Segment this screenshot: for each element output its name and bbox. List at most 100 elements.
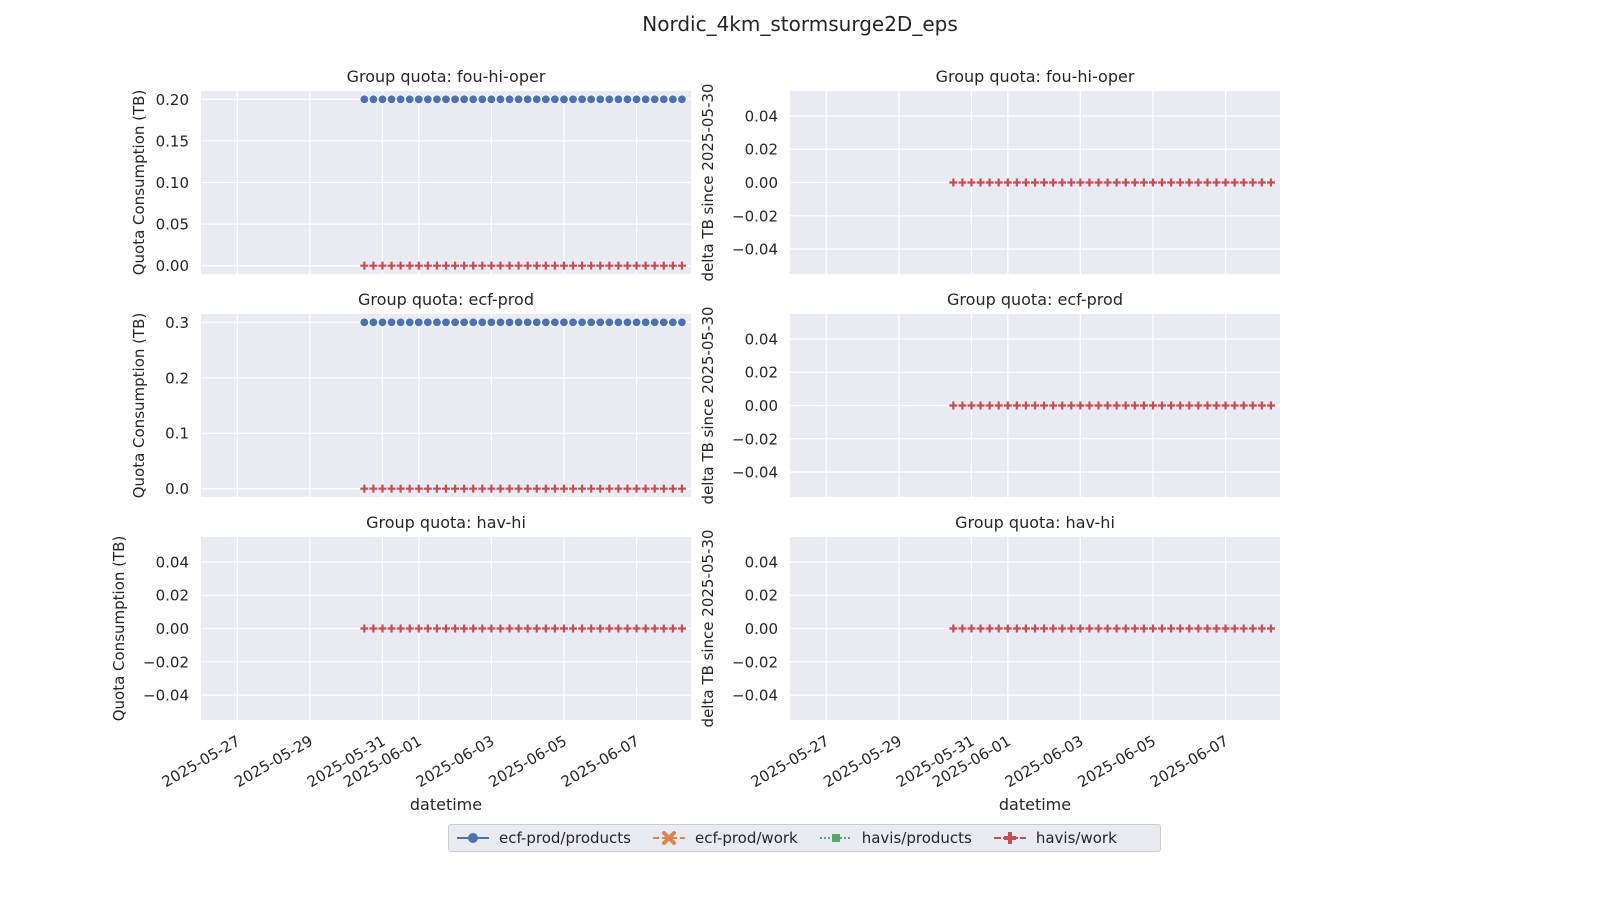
data-point: [441, 94, 451, 105]
data-point: [641, 261, 650, 270]
data-point: [414, 624, 423, 633]
data-point: [1049, 624, 1058, 633]
data-point: [614, 484, 623, 493]
data-point: [677, 261, 686, 270]
subplot-title: Group quota: fou-hi-oper: [936, 67, 1135, 86]
y-axis-label: delta TB since 2025-05-30: [699, 530, 717, 728]
y-tick-label: 0.00: [156, 620, 189, 638]
y-tick-label: 0.05: [156, 216, 189, 234]
data-point: [1049, 401, 1058, 410]
data-point: [505, 261, 514, 270]
data-point: [359, 94, 370, 105]
data-point: [604, 94, 615, 105]
data-point: [477, 94, 487, 105]
data-point: [432, 317, 442, 328]
data-point: [1112, 178, 1121, 187]
data-point: [1194, 624, 1203, 633]
data-point: [532, 317, 542, 328]
data-point: [587, 484, 596, 493]
y-tick-label: 0.04: [745, 107, 778, 125]
data-point: [1248, 178, 1257, 187]
data-point: [1139, 178, 1148, 187]
data-point: [1158, 624, 1167, 633]
data-point: [958, 401, 967, 410]
data-point: [505, 624, 514, 633]
data-point: [405, 317, 415, 328]
data-point: [559, 261, 568, 270]
data-point: [486, 94, 497, 105]
data-point: [478, 624, 487, 633]
data-point: [541, 261, 550, 270]
data-point: [496, 624, 505, 633]
data-point: [614, 624, 623, 633]
x-tick-label: 2025-06-07: [1147, 732, 1232, 791]
data-point: [451, 484, 460, 493]
subplot: 0.04 0.02 0.00 −0.02 −0.04 Group quota: ecf-p…: [699, 290, 1280, 504]
data-point: [378, 484, 387, 493]
y-tick-label: 0.00: [745, 174, 778, 192]
data-point: [1176, 178, 1185, 187]
x-tick-label: 2025-05-29: [231, 732, 316, 791]
data-point: [541, 624, 550, 633]
data-point: [1230, 624, 1239, 633]
legend-swatch-square-icon: [819, 834, 852, 842]
data-point: [432, 484, 441, 493]
data-point: [1148, 401, 1157, 410]
data-point: [623, 624, 632, 633]
data-point: [532, 94, 542, 105]
data-point: [595, 317, 605, 328]
data-point: [450, 94, 460, 105]
data-point: [568, 94, 578, 105]
data-point: [994, 624, 1003, 633]
data-point: [569, 484, 578, 493]
data-point: [605, 484, 614, 493]
data-point: [532, 261, 541, 270]
data-point: [1012, 401, 1021, 410]
data-point: [1103, 178, 1112, 187]
data-point: [1121, 401, 1130, 410]
figure-title: Nordic_4km_stormsurge2D_eps: [642, 12, 958, 36]
data-point: [369, 484, 378, 493]
legend-swatch-circle-icon: [457, 833, 489, 843]
data-point: [550, 624, 559, 633]
y-tick-label: −0.04: [732, 241, 778, 259]
data-point: [569, 624, 578, 633]
x-tick-label: 2025-06-05: [485, 732, 570, 791]
data-point: [523, 261, 532, 270]
data-point: [396, 261, 405, 270]
data-point: [1194, 401, 1203, 410]
data-point: [1049, 178, 1058, 187]
data-point: [396, 624, 405, 633]
data-point: [423, 484, 432, 493]
data-point: [640, 317, 651, 328]
data-point: [514, 261, 523, 270]
data-point: [414, 484, 423, 493]
y-axis-label: delta TB since 2025-05-30: [699, 84, 717, 282]
data-point: [985, 624, 994, 633]
data-point: [1203, 624, 1212, 633]
data-point: [1203, 401, 1212, 410]
data-point: [949, 624, 958, 633]
data-point: [604, 317, 615, 328]
data-point: [1212, 624, 1221, 633]
y-tick-label: 0.1: [165, 425, 189, 443]
data-point: [1031, 624, 1039, 633]
data-point: [477, 317, 487, 328]
data-point: [442, 261, 450, 270]
data-point: [368, 317, 379, 328]
data-point: [1248, 624, 1257, 633]
y-tick-label: 0.02: [745, 141, 778, 159]
data-point: [369, 624, 378, 633]
data-point: [441, 317, 451, 328]
data-point: [677, 624, 686, 633]
data-point: [632, 484, 641, 493]
legend-label: ecf-prod/work: [694, 829, 798, 847]
y-tick-label: 0.00: [156, 257, 189, 275]
data-point: [423, 317, 433, 328]
y-tick-label: 0.15: [156, 132, 189, 150]
data-point: [1040, 401, 1049, 410]
data-point: [459, 94, 469, 105]
data-point: [405, 484, 414, 493]
legend-label: ecf-prod/products: [499, 829, 631, 847]
data-point: [596, 624, 605, 633]
